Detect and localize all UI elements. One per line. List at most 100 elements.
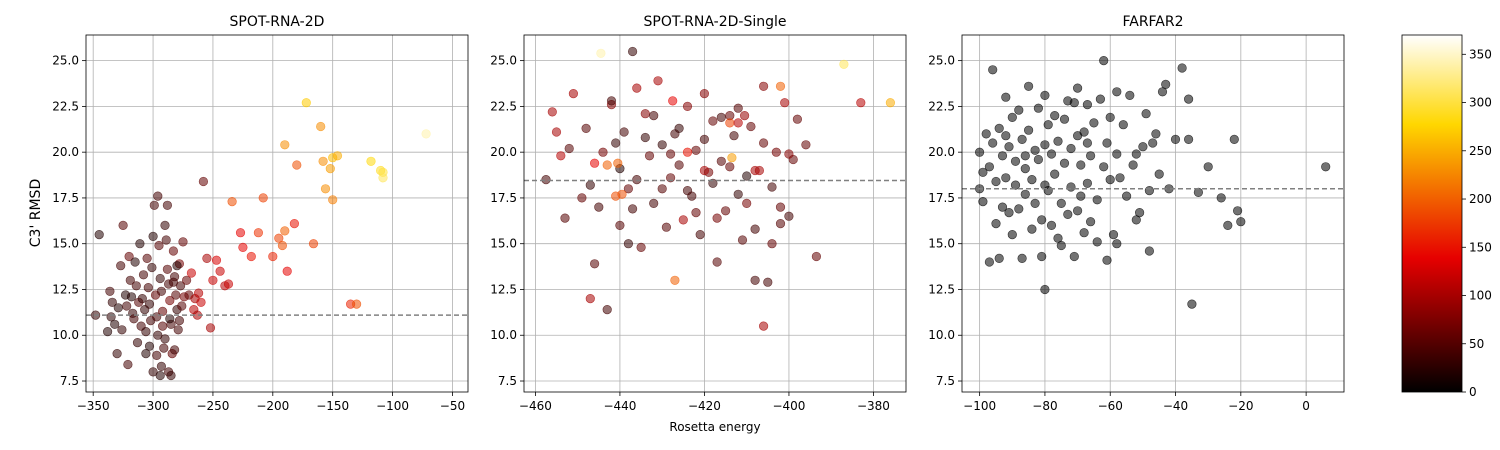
data-point <box>1037 251 1047 262</box>
data-point <box>750 165 760 176</box>
y-tick-label: 15.0 <box>928 237 955 251</box>
data-point <box>750 224 760 234</box>
data-point <box>1105 112 1115 122</box>
data-point <box>208 275 218 285</box>
data-point <box>564 143 574 154</box>
data-point <box>144 299 155 309</box>
data-point <box>274 233 284 243</box>
data-point <box>640 132 650 143</box>
data-point <box>1082 178 1092 188</box>
data-point <box>142 253 152 263</box>
data-point <box>129 314 139 324</box>
colorbar-tick-label: 350 <box>1469 47 1492 61</box>
data-point <box>1001 173 1011 183</box>
y-tick-label: 7.5 <box>498 374 517 388</box>
y-tick-label: 22.5 <box>928 99 955 113</box>
data-point <box>737 235 748 245</box>
x-tick-label: −380 <box>857 399 890 413</box>
y-tick-label: 17.5 <box>490 191 517 205</box>
data-point <box>1043 120 1053 130</box>
x-tick-label: −40 <box>1163 399 1188 413</box>
x-tick-label: −150 <box>316 399 349 413</box>
data-point <box>205 323 216 333</box>
data-point <box>159 343 169 353</box>
grid <box>524 35 906 392</box>
data-point <box>615 220 625 230</box>
data-point <box>198 176 208 187</box>
data-point <box>627 204 638 214</box>
data-point <box>636 242 646 252</box>
data-point <box>112 349 122 359</box>
data-point <box>839 59 849 69</box>
x-tick-label: −200 <box>256 399 289 413</box>
data-point <box>176 281 186 291</box>
data-point <box>289 219 300 229</box>
data-point <box>1030 145 1040 155</box>
data-point <box>138 270 149 280</box>
data-point <box>105 286 115 296</box>
data-point <box>1161 79 1171 89</box>
data-point <box>674 160 684 170</box>
data-point <box>775 81 786 91</box>
data-point <box>1004 142 1014 152</box>
y-tick-label: 15.0 <box>52 237 79 251</box>
data-point <box>268 251 278 262</box>
data-point <box>1033 154 1043 165</box>
data-point <box>1072 83 1083 93</box>
data-point <box>665 149 676 159</box>
data-point <box>994 253 1004 263</box>
y-tick-label: 7.5 <box>60 374 79 388</box>
data-point <box>117 325 127 335</box>
data-point <box>1050 169 1060 179</box>
data-point <box>589 259 600 269</box>
data-point <box>727 153 737 163</box>
data-point <box>661 222 672 232</box>
data-point <box>1102 255 1112 265</box>
scatter-panel-spot-rna-2d: −350 −300 −250 −200 −150 −100 −50 7.5 10.0 12.5 15… <box>52 14 470 413</box>
data-point <box>657 140 667 150</box>
data-point <box>1033 103 1043 113</box>
data-point <box>1187 299 1197 309</box>
data-point <box>172 261 182 271</box>
data-point <box>316 121 326 132</box>
y-tick-label: 17.5 <box>52 191 79 205</box>
data-point <box>152 350 162 361</box>
data-point <box>1027 175 1037 185</box>
data-point <box>997 202 1008 212</box>
data-point <box>682 101 693 111</box>
data-point <box>1056 198 1066 208</box>
data-point <box>141 349 151 359</box>
data-point <box>1007 112 1017 122</box>
data-point <box>153 191 163 201</box>
data-point <box>699 165 710 176</box>
data-point <box>154 240 164 251</box>
data-point <box>767 182 777 192</box>
data-point <box>1131 149 1141 159</box>
data-point <box>459 132 470 143</box>
colorbar-tick-label: 150 <box>1469 240 1492 254</box>
data-point <box>1040 284 1050 295</box>
y-tick-label: 12.5 <box>52 282 79 296</box>
data-point <box>135 239 145 249</box>
data-point <box>421 129 431 139</box>
data-point <box>325 164 335 174</box>
data-point <box>1014 105 1024 115</box>
data-point <box>1183 94 1194 104</box>
data-point <box>602 305 612 315</box>
data-point <box>678 215 688 225</box>
data-point <box>640 109 650 119</box>
data-point <box>292 160 302 170</box>
data-point <box>170 345 180 355</box>
data-point <box>155 273 165 284</box>
data-point <box>1236 217 1246 227</box>
grid <box>962 35 1344 392</box>
data-point <box>125 275 135 285</box>
data-point <box>166 370 176 381</box>
data-point <box>147 262 157 273</box>
data-point <box>606 96 617 106</box>
colorbar-tick-label: 200 <box>1469 192 1492 206</box>
data-point <box>1069 251 1079 262</box>
data-point <box>123 359 133 370</box>
x-tick-label: −20 <box>1228 399 1253 413</box>
data-point <box>1023 81 1034 91</box>
